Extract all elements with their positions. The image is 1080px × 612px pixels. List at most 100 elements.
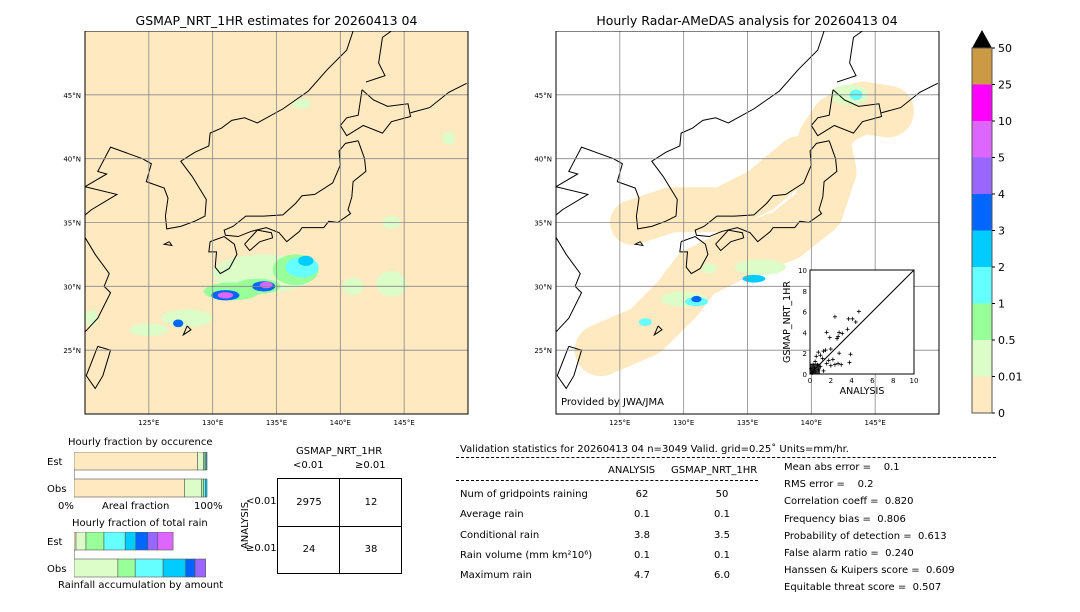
rain-cell bbox=[638, 318, 652, 326]
fraction-segment bbox=[205, 452, 208, 471]
lat-tick-label: 30°N bbox=[63, 283, 81, 291]
fraction-segment bbox=[74, 558, 119, 578]
score-line: Hanssen & Kuipers score = 0.609 bbox=[784, 565, 955, 577]
colorbar-segment bbox=[972, 84, 992, 121]
fraction-segment bbox=[75, 532, 87, 551]
coastline bbox=[339, 89, 412, 137]
fraction-segment bbox=[135, 532, 149, 551]
occurrence-bars bbox=[74, 452, 208, 498]
colorbar-extend-arrow bbox=[972, 30, 992, 48]
y-tick-label: 10 bbox=[798, 267, 807, 275]
score-line: RMS error = 0.2 bbox=[784, 479, 874, 491]
scatter-point bbox=[826, 358, 831, 363]
fraction-segment bbox=[74, 452, 198, 471]
rain-cell bbox=[293, 98, 311, 109]
y-tick-label: 2 bbox=[803, 350, 807, 358]
rain-cell bbox=[298, 255, 314, 266]
colorbar-tick-label: 0.5 bbox=[998, 334, 1016, 347]
stat-row-label: Rain volume (mm km²10⁶) bbox=[460, 549, 593, 561]
col-analysis: ANALYSIS bbox=[608, 465, 656, 476]
y-tick-label: 4 bbox=[803, 329, 808, 337]
score-line: Frequency bias = 0.806 bbox=[784, 513, 906, 525]
coastline bbox=[715, 229, 745, 252]
scatter-point bbox=[824, 361, 829, 366]
scatter-inset: 00 2 2 4 4 6 6 8 8 10 10 ANALYSIS GSMAP_NRT_1HR bbox=[782, 267, 919, 397]
colorbar-tick-label: 50 bbox=[998, 42, 1012, 55]
lat-tick-label: 40°N bbox=[534, 156, 552, 164]
x-tick-label: 8 bbox=[891, 377, 895, 385]
coastline bbox=[556, 345, 583, 390]
score-line: Correlation coeff = 0.820 bbox=[784, 496, 914, 508]
fraction-segment bbox=[185, 558, 196, 578]
coastline bbox=[244, 229, 274, 252]
fraction-segment bbox=[147, 532, 159, 551]
coastline bbox=[162, 241, 173, 247]
rain-est-label: Est bbox=[47, 537, 63, 548]
scatter-point bbox=[853, 320, 858, 324]
coastline bbox=[142, 31, 354, 230]
coastline bbox=[613, 31, 825, 230]
scatter-point bbox=[814, 354, 819, 359]
lon-tick-label: 145°E bbox=[394, 419, 415, 427]
x-tick-label: 6 bbox=[870, 377, 875, 385]
rain-bars bbox=[74, 532, 206, 578]
lat-tick-label: 35°N bbox=[63, 220, 81, 228]
fraction-segment bbox=[117, 558, 136, 578]
scatter-point bbox=[832, 362, 837, 367]
coastline bbox=[223, 140, 367, 243]
occurrence-title: Hourly fraction by occurence bbox=[68, 437, 213, 448]
scatter-point bbox=[836, 334, 841, 339]
rain-title: Hourly fraction of total rain bbox=[72, 518, 208, 529]
score-line: Mean abs error = 0.1 bbox=[784, 462, 900, 473]
coastline bbox=[85, 345, 112, 390]
stat-row-label: Maximum rain bbox=[460, 570, 532, 582]
scatter-point bbox=[821, 349, 826, 354]
left-map-title: GSMAP_NRT_1HR estimates for 20260413 04 bbox=[135, 13, 418, 28]
colorbar: 0 0.01 0.5 1 2 3 4 5 10 25 50 bbox=[971, 30, 1023, 420]
lon-tick-label: 130°E bbox=[673, 419, 694, 427]
lat-tick-label: 45°N bbox=[63, 92, 81, 100]
scatter-point bbox=[823, 348, 828, 353]
lon-tick-label: 145°E bbox=[865, 419, 886, 427]
x-tick-label: 10 bbox=[910, 377, 919, 385]
lat-tick-label: 25°N bbox=[534, 347, 552, 355]
col-gsmap: GSMAP_NRT_1HR bbox=[671, 465, 758, 476]
x-tick-label: 0 bbox=[808, 377, 812, 385]
scatter-point bbox=[835, 336, 840, 341]
fraction-segment bbox=[85, 532, 105, 551]
scatter-point bbox=[836, 361, 841, 366]
map-frame bbox=[84, 31, 469, 415]
fraction-segment bbox=[204, 478, 208, 498]
lon-tick-label: 125°E bbox=[609, 419, 630, 427]
lat-tick-label: 45°N bbox=[534, 92, 552, 100]
scatter-point bbox=[820, 356, 825, 361]
stat-analysis-value: 4.7 bbox=[634, 570, 650, 582]
scatter-point bbox=[821, 368, 826, 373]
contingency-title: GSMAP_NRT_1HR bbox=[296, 446, 383, 457]
coastline bbox=[410, 82, 467, 114]
provider-label: Provided by JWA/JMA bbox=[561, 397, 664, 408]
lon-tick-label: 140°E bbox=[330, 419, 351, 427]
scatter-point bbox=[818, 353, 823, 358]
stat-gsmap-value: 0.1 bbox=[714, 549, 730, 561]
colorbar-tick-label: 4 bbox=[998, 188, 1005, 201]
score-line: False alarm ratio = 0.240 bbox=[784, 548, 914, 559]
lat-tick-label: 30°N bbox=[534, 283, 552, 291]
lon-tick-label: 135°E bbox=[737, 419, 758, 427]
y-tick-label: 0 bbox=[803, 371, 807, 379]
stat-gsmap-value: 6.0 bbox=[714, 570, 730, 582]
colorbar-segment bbox=[972, 376, 992, 413]
row-label-0: <0.01 bbox=[246, 496, 277, 507]
fraction-segment bbox=[124, 532, 137, 551]
scatter-point bbox=[845, 327, 850, 332]
fraction-segment bbox=[103, 532, 126, 551]
colorbar-segment bbox=[972, 48, 992, 85]
scatter-point bbox=[813, 359, 818, 364]
colorbar-segment bbox=[972, 303, 992, 340]
scatter-point bbox=[832, 314, 837, 319]
coastline bbox=[85, 146, 143, 347]
scatter-point bbox=[846, 316, 851, 321]
rain-cell bbox=[259, 281, 273, 289]
stat-analysis-value: 0.1 bbox=[634, 549, 650, 561]
diagonal-line bbox=[809, 269, 915, 375]
